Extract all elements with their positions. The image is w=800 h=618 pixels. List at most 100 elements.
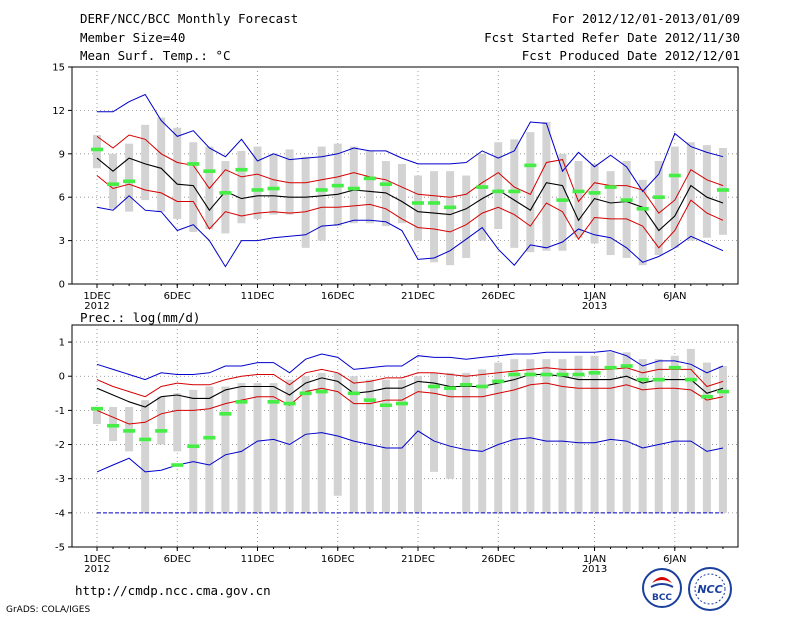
x-tick-label: 26DEC (481, 554, 515, 565)
ensemble-box (686, 142, 695, 241)
observation-marker (444, 386, 457, 390)
ensemble-box (157, 117, 166, 212)
ensemble-box (430, 372, 439, 472)
observation-marker (395, 401, 408, 406)
x-tick-label: 26DEC (481, 291, 515, 302)
observation-marker (476, 384, 489, 389)
ncc-logo-text: NCC (697, 583, 722, 596)
ensemble-box (462, 175, 471, 258)
ensemble-box (221, 161, 230, 234)
observation-marker (363, 176, 376, 181)
y-tick-label: 1 (59, 338, 65, 349)
observation-marker (620, 364, 633, 368)
observation-marker (187, 444, 200, 449)
x-tick-label: 11DEC (241, 554, 275, 565)
observation-marker (283, 401, 296, 406)
observation-marker (91, 406, 103, 411)
x-tick-label: 6DEC (164, 291, 191, 302)
ensemble-box (381, 379, 390, 513)
spread-upper-line (96, 134, 724, 214)
observation-marker (668, 365, 681, 370)
ensemble-box (590, 355, 599, 513)
envelope-upper-line (97, 93, 724, 193)
ensemble-box (622, 352, 631, 513)
ensemble-box (333, 372, 342, 496)
ensemble-box (253, 146, 262, 219)
envelope-lower-line (96, 430, 724, 473)
ensemble-box (606, 352, 615, 513)
observation-marker (540, 372, 553, 377)
x-tick-year: 2013 (582, 564, 607, 575)
observation-marker (331, 183, 344, 188)
ensemble-box (446, 171, 455, 266)
x-tick-label: 16DEC (321, 554, 355, 565)
ensemble-box (237, 383, 246, 513)
observation-marker (155, 429, 168, 433)
ensemble-box (670, 355, 679, 513)
ensemble-box (462, 372, 471, 513)
x-tick-label: 1JAN (583, 554, 606, 565)
observation-marker (315, 188, 328, 192)
ensemble-box (606, 171, 615, 256)
observation-marker (347, 186, 360, 191)
y-tick-label: -2 (55, 440, 65, 451)
observation-marker (315, 389, 328, 394)
observation-marker (123, 179, 136, 184)
ensemble-box (349, 146, 358, 224)
envelope-lower-line (96, 195, 724, 268)
ensemble-box (478, 369, 487, 513)
spread-upper-line (96, 367, 724, 398)
y-tick-label: 12 (52, 106, 65, 117)
ensemble-box (574, 161, 583, 238)
x-tick-label: 6DEC (164, 554, 191, 565)
observation-marker (556, 372, 569, 377)
ncc-logo: NCC (688, 567, 732, 611)
x-tick-year: 2012 (84, 301, 109, 312)
ensemble-box (237, 150, 246, 224)
ensemble-box (189, 389, 198, 513)
precip-title: Prec.: log(mm/d) (80, 310, 200, 325)
observation-marker (139, 437, 152, 442)
observation-marker (107, 182, 120, 186)
observation-marker (620, 198, 633, 202)
ensemble-box (93, 406, 101, 425)
ensemble-box (141, 124, 150, 201)
observation-marker (444, 205, 457, 210)
website-url[interactable]: http://cmdp.ncc.cma.gov.cn (75, 583, 271, 598)
ensemble-box (510, 139, 519, 248)
observation-marker (556, 198, 569, 202)
x-tick-year: 2013 (582, 301, 607, 312)
ensemble-box (526, 132, 535, 253)
ensemble-box (173, 393, 182, 452)
ensemble-box (622, 161, 631, 258)
ensemble-box (670, 146, 679, 248)
ensemble-box (141, 400, 150, 513)
ensemble-box (558, 359, 567, 513)
ensemble-box (317, 372, 326, 513)
ensemble-box (349, 376, 358, 513)
x-tick-label: 1DEC (83, 554, 110, 565)
observation-marker (716, 389, 729, 394)
ensemble-box (638, 359, 647, 513)
y-tick-label: 15 (52, 63, 65, 74)
ensemble-box (718, 365, 727, 513)
ensemble-box (365, 379, 374, 513)
ensemble-box (301, 156, 310, 248)
observation-marker (299, 391, 312, 396)
ensemble-box (414, 376, 422, 513)
ensemble-box (253, 383, 262, 513)
ensemble-box (221, 386, 230, 513)
plot-frame (71, 66, 739, 285)
observation-marker (684, 377, 697, 382)
observation-marker (604, 185, 617, 189)
observation-marker (412, 201, 424, 205)
observation-marker (267, 186, 280, 191)
observation-marker (700, 394, 713, 399)
observation-marker (428, 201, 441, 205)
y-tick-label: -5 (55, 543, 65, 554)
observation-marker (267, 400, 280, 404)
ensemble-box (109, 153, 118, 209)
